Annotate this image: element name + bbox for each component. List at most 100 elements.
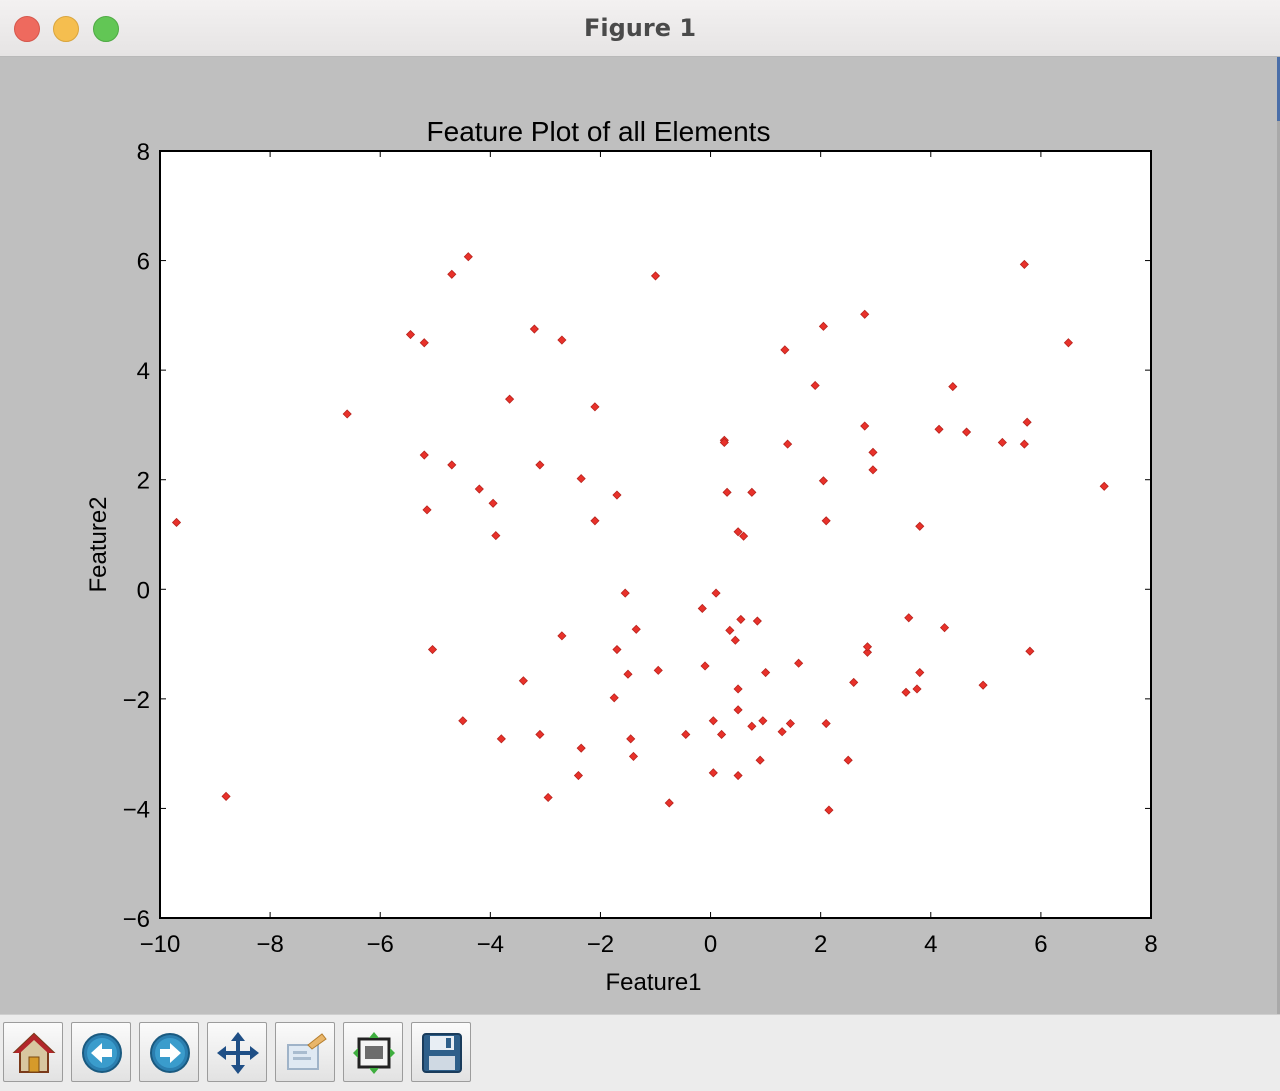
data-point: [609, 693, 619, 703]
chart-title: Feature Plot of all Elements: [427, 116, 771, 147]
data-point: [628, 751, 639, 761]
data-point: [722, 487, 732, 497]
axes-frame: [159, 150, 1152, 919]
data-point: [576, 474, 586, 484]
data-point: [505, 394, 515, 404]
navigation-toolbar: [0, 1014, 1280, 1091]
data-point: [650, 271, 661, 281]
data-point: [529, 324, 539, 334]
data-point: [496, 734, 506, 744]
y-axis-label: Feature2: [85, 496, 112, 592]
data-point: [342, 409, 352, 419]
subplots-icon: [353, 1032, 395, 1074]
data-point: [725, 625, 735, 635]
back-button[interactable]: [71, 1022, 131, 1082]
data-point: [1099, 481, 1109, 491]
data-point: [171, 517, 182, 528]
minimize-window-button[interactable]: [53, 16, 79, 42]
data-point: [1022, 417, 1032, 427]
close-window-button[interactable]: [14, 16, 40, 42]
data-point: [818, 476, 828, 486]
x-tick-label: 8: [1144, 931, 1157, 958]
data-point: [535, 729, 545, 740]
x-tick-label: −10: [140, 931, 181, 958]
data-point: [681, 729, 691, 740]
data-point: [785, 718, 795, 729]
x-tick-label: −6: [367, 931, 394, 958]
data-point: [626, 734, 636, 744]
data-point: [447, 460, 457, 470]
x-tick-label: −4: [477, 931, 504, 958]
data-point: [557, 631, 567, 641]
data-point: [543, 792, 553, 803]
home-icon: [12, 1032, 56, 1073]
data-point: [915, 521, 925, 531]
data-point: [221, 791, 231, 801]
data-point: [708, 768, 718, 778]
data-point: [1019, 439, 1029, 449]
zoom-button[interactable]: [275, 1022, 335, 1082]
data-point: [576, 743, 586, 753]
data-point: [761, 667, 771, 678]
back-arrow-icon: [82, 1033, 122, 1073]
data-point: [612, 490, 622, 500]
home-button[interactable]: [3, 1022, 63, 1082]
data-point: [730, 635, 740, 645]
y-tick-label: 4: [137, 358, 150, 385]
data-point: [463, 252, 473, 262]
data-point: [752, 616, 762, 626]
data-point: [733, 527, 743, 537]
data-point: [631, 624, 641, 634]
data-point: [697, 603, 707, 614]
figure-canvas: −10 −8 −6 −4 −2 0 2 4 6 8 −6 −4 −2 0 2 4 6 8 Feature Plot …: [0, 57, 1280, 1014]
data-point: [739, 531, 749, 541]
data-point: [557, 335, 567, 345]
y-tick-label: −6: [123, 906, 150, 933]
data-point: [961, 427, 972, 437]
data-point: [491, 531, 501, 541]
data-point: [794, 658, 804, 668]
data-point: [717, 729, 727, 740]
y-tick-label: 8: [137, 139, 150, 166]
data-point: [862, 647, 873, 657]
forward-arrow-icon: [150, 1033, 190, 1073]
data-point: [810, 380, 820, 391]
data-point: [419, 450, 429, 460]
data-point: [458, 716, 468, 726]
data-point: [912, 684, 922, 694]
data-point: [422, 505, 432, 515]
data-point: [419, 338, 429, 348]
data-point: [860, 421, 870, 431]
window-titlebar: Figure 1: [0, 0, 1280, 57]
data-point: [708, 716, 718, 726]
data-point: [1025, 646, 1035, 656]
data-point: [733, 684, 743, 694]
data-point: [1019, 259, 1029, 269]
x-axis-label: Feature1: [605, 969, 701, 996]
forward-button[interactable]: [139, 1022, 199, 1082]
data-point: [1063, 338, 1073, 348]
data-point: [821, 516, 831, 526]
data-point: [849, 677, 859, 687]
zoom-rect-icon: [287, 1033, 327, 1070]
data-point: [824, 805, 834, 815]
data-point: [590, 402, 600, 412]
save-button[interactable]: [411, 1022, 471, 1082]
x-tick-label: −2: [587, 931, 614, 958]
data-point: [843, 755, 853, 765]
data-point: [755, 755, 765, 765]
data-point: [747, 487, 757, 497]
y-tick-label: 0: [137, 577, 150, 604]
data-point: [623, 669, 633, 679]
data-point: [664, 798, 674, 808]
save-disk-icon: [422, 1033, 462, 1073]
pan-button[interactable]: [207, 1022, 267, 1082]
data-point: [719, 437, 729, 448]
data-point: [860, 309, 870, 319]
maximize-window-button[interactable]: [93, 16, 119, 42]
configure-subplots-button[interactable]: [343, 1022, 403, 1082]
data-point: [488, 498, 498, 508]
data-point: [780, 345, 790, 355]
data-point: [620, 588, 630, 598]
x-tick-label: 0: [704, 931, 717, 958]
